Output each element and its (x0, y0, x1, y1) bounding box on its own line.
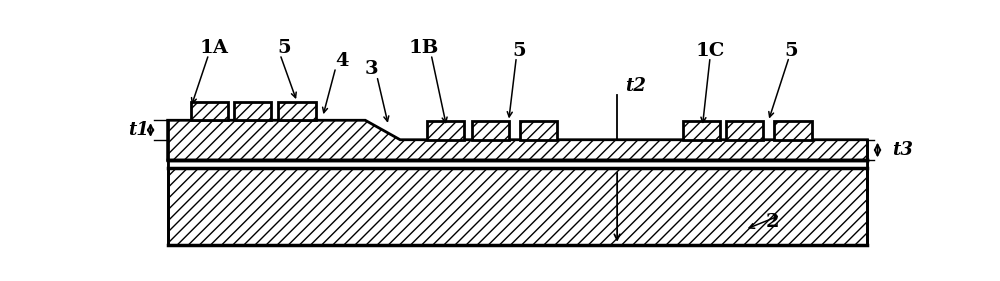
Text: 5: 5 (785, 42, 798, 60)
Polygon shape (683, 121, 720, 140)
Text: t2: t2 (625, 77, 646, 95)
Polygon shape (520, 121, 557, 140)
Text: 5: 5 (277, 39, 291, 57)
Polygon shape (168, 120, 867, 160)
Text: t1: t1 (129, 121, 149, 139)
Text: 1C: 1C (695, 42, 725, 60)
Polygon shape (774, 121, 812, 140)
Text: 1B: 1B (408, 39, 439, 57)
Polygon shape (234, 102, 271, 120)
Polygon shape (726, 121, 763, 140)
Polygon shape (168, 160, 867, 245)
Polygon shape (278, 102, 316, 120)
Polygon shape (427, 121, 464, 140)
Text: 3: 3 (365, 60, 378, 78)
Text: 4: 4 (335, 52, 349, 70)
Text: 5: 5 (512, 42, 526, 60)
Polygon shape (191, 102, 228, 120)
Text: 2: 2 (765, 213, 779, 231)
Text: 1A: 1A (200, 39, 229, 57)
Text: t3: t3 (892, 141, 913, 159)
Polygon shape (472, 121, 509, 140)
